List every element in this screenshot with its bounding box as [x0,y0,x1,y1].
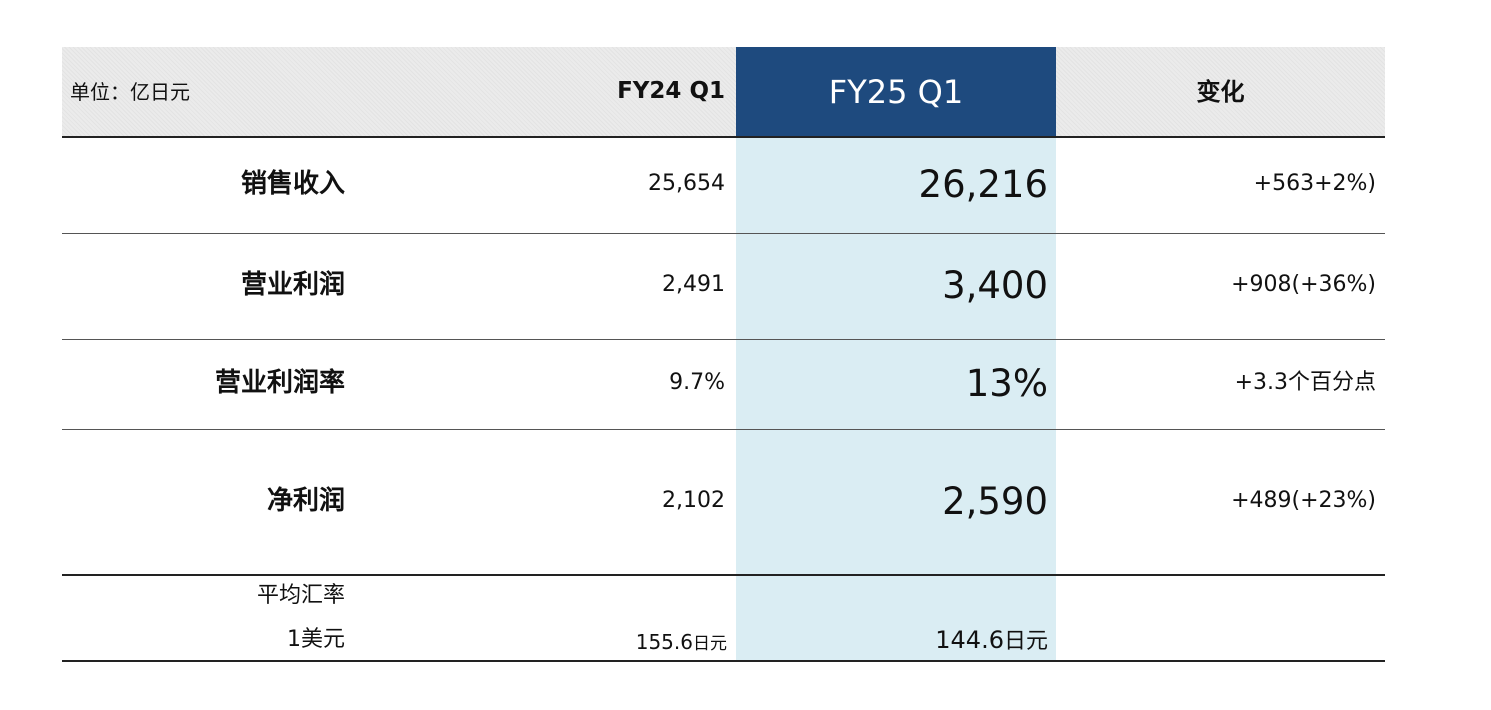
cell-change: +563+2%) [1253,171,1376,196]
row-rule [62,429,1385,430]
cell-value-highlight: 26,216 [918,163,1048,206]
cell-value: 9.7% [669,370,725,395]
row-rule [62,339,1385,340]
cell-value: 2,102 [662,488,725,513]
fx-unit: 日元 [693,634,727,654]
section-rule [62,574,1385,576]
fx-value: 144.6 [935,626,1004,654]
fx-cell: 144.6日元 [935,628,1048,653]
fx-label: 1美元 [287,627,345,652]
highlight-column [736,137,1056,661]
cell-value-highlight: 3,400 [942,264,1048,307]
header-rule [62,136,1385,138]
highlight-header [736,47,1056,137]
cell-value-highlight: 13% [965,362,1048,405]
column-header: 变化 [1196,78,1245,106]
fx-cell: 155.6日元 [636,632,727,653]
row-rule [62,233,1385,234]
cell-value: 25,654 [648,171,725,196]
cell-change: +3.3个百分点 [1234,370,1376,395]
fx-label: 平均汇率 [256,583,345,608]
column-header: FY25 Q1 [828,73,964,111]
fx-unit: 日元 [1003,629,1048,654]
fx-value: 155.6 [635,630,693,654]
row-label: 净利润 [266,486,345,516]
column-header: FY24 Q1 [617,78,725,104]
row-label: 销售收入 [240,169,345,199]
header-background [62,47,1385,137]
row-label: 营业利润率 [214,368,345,398]
cell-value-highlight: 2,590 [942,480,1048,523]
row-label: 营业利润 [240,270,345,300]
cell-change: +908(+36%) [1231,272,1376,297]
unit-label: 单位：亿日元 [70,80,190,104]
cell-value: 2,491 [662,272,725,297]
cell-change: +489(+23%) [1231,488,1376,513]
bottom-rule [62,660,1385,662]
